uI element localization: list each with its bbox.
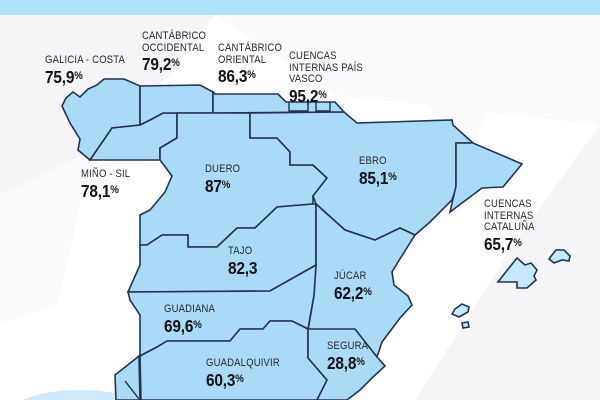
- pais-vasco-basin-tab-2: [315, 102, 331, 112]
- basin-name: GUADALQUIVIR: [206, 357, 280, 369]
- corner-decor-blob: [23, 390, 137, 400]
- label-duero: DUERO 87%: [205, 163, 241, 196]
- island-ibiza: [450, 303, 470, 318]
- label-cuencas-internas-cataluna: CUENCAS INTERNAS CATALUÑA 65,7%: [484, 198, 576, 254]
- basin-name: CANTÁBRICO ORIENTAL: [218, 42, 283, 66]
- basin-name: TAJO: [228, 245, 253, 257]
- label-tajo: TAJO 82,3: [228, 245, 258, 278]
- sw-coastal-inner-boundary: [124, 380, 140, 400]
- basin-name: JÚCAR: [334, 270, 367, 282]
- label-guadalquivir: GUADALQUIVIR 60,3%: [206, 357, 280, 390]
- label-cuencas-internas-pais-vasco: CUENCAS INTERNAS PAÍS VASCO 95,2%: [289, 50, 381, 106]
- region-cuencas-internas-cataluna: [448, 142, 524, 214]
- basin-value: 62,2%: [334, 282, 372, 303]
- label-mino-sil: MIÑO - SIL 78,1%: [81, 168, 131, 201]
- label-segura: SEGURA 28,8%: [327, 340, 369, 373]
- basin-name: CANTÁBRICO OCCIDENTAL: [142, 30, 207, 54]
- island-mallorca: [496, 256, 538, 289]
- island-menorca: [547, 249, 571, 264]
- basin-name: EBRO: [359, 155, 387, 167]
- percent-sign: %: [110, 183, 119, 196]
- basin-value: 65,7%: [484, 233, 522, 254]
- pais-vasco-basin-tab-1: [288, 102, 309, 112]
- label-cantabrico-occidental: CANTÁBRICO OCCIDENTAL 79,2%: [142, 30, 212, 75]
- label-guadiana: GUADIANA 69,6%: [164, 303, 216, 336]
- label-ebro: EBRO 85,1%: [359, 155, 397, 188]
- percent-sign: %: [193, 318, 202, 331]
- mainland-regions: [61, 78, 524, 400]
- label-galicia-costa: GALICIA - COSTA 75,9%: [45, 54, 126, 87]
- basin-name: GUADIANA: [164, 303, 216, 315]
- basin-name: CUENCAS INTERNAS PAÍS VASCO: [289, 50, 363, 86]
- basin-name: DUERO: [205, 163, 241, 175]
- basin-value: 69,6%: [164, 315, 202, 336]
- basin-value: 82,3: [228, 257, 258, 278]
- basin-value: 28,8%: [327, 352, 365, 373]
- basin-name: CUENCAS INTERNAS CATALUÑA: [484, 198, 535, 234]
- top-accent-bar: [0, 0, 600, 15]
- basin-name: SEGURA: [327, 340, 369, 352]
- region-sw-coastal-basins: [114, 354, 141, 400]
- basin-value: 85,1%: [359, 167, 397, 188]
- percent-sign: %: [318, 88, 327, 101]
- percent-sign: %: [513, 236, 522, 249]
- label-cantabrico-oriental: CANTÁBRICO ORIENTAL 86,3%: [218, 42, 283, 87]
- percent-sign: %: [388, 170, 397, 183]
- basin-value: 60,3%: [206, 369, 244, 390]
- percent-sign: %: [235, 372, 244, 385]
- basin-value: 79,2%: [142, 54, 180, 75]
- basin-value: 95,2%: [289, 85, 327, 106]
- basin-name: MIÑO - SIL: [81, 168, 131, 180]
- percent-sign: %: [74, 69, 83, 82]
- percent-sign: %: [247, 69, 256, 82]
- basin-value: 87%: [205, 175, 231, 196]
- percent-sign: %: [221, 178, 231, 191]
- percent-sign: %: [171, 57, 180, 70]
- label-jucar: JÚCAR 62,2%: [334, 270, 372, 303]
- balearic-islands: [450, 249, 571, 329]
- percent-sign: %: [356, 355, 365, 368]
- basin-value: 75,9%: [45, 66, 83, 87]
- percent-sign: %: [363, 285, 372, 298]
- basin-value: 78,1%: [81, 180, 119, 201]
- basin-name: GALICIA - COSTA: [45, 54, 126, 66]
- island-formentera: [461, 321, 470, 329]
- region-segura: [307, 328, 387, 400]
- basin-value: 86,3%: [218, 66, 256, 87]
